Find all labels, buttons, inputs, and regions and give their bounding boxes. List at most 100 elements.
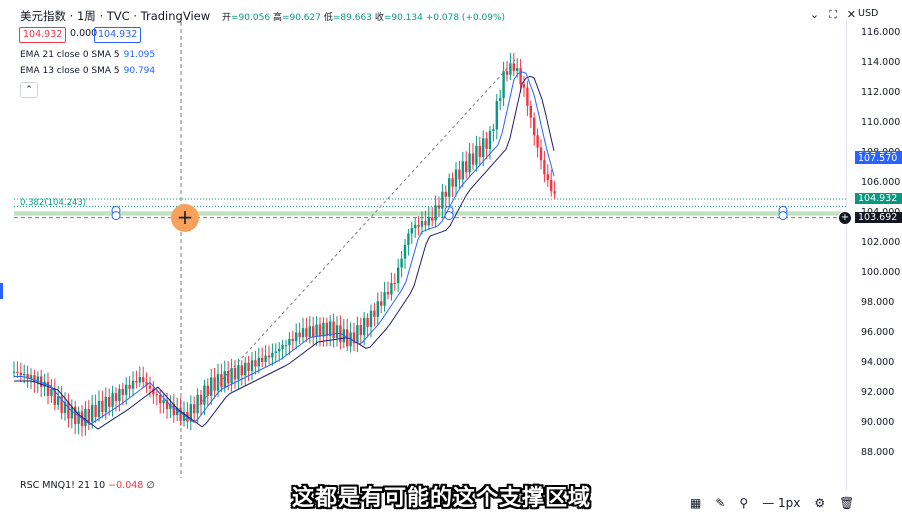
candle-body: [26, 373, 29, 379]
candle-body: [247, 362, 250, 371]
candle-body: [308, 326, 311, 337]
candle-body: [142, 376, 145, 383]
currency-selector[interactable]: USD: [858, 8, 879, 19]
candle-body: [101, 400, 104, 412]
candle-body: [380, 301, 383, 306]
ema21-line: [14, 75, 555, 430]
price-tick-label: 106.000: [861, 177, 901, 188]
fib-handle: [778, 211, 788, 221]
candle-body: [63, 401, 67, 413]
settings-icon[interactable]: ⚙: [814, 496, 826, 510]
candle-body: [468, 153, 471, 173]
video-subtitle: 这都是有可能的这个支撑区域: [292, 486, 592, 511]
candle-body: [94, 404, 97, 417]
add-alert-icon[interactable]: +: [838, 211, 852, 225]
ema13-legend[interactable]: EMA 13 close 0 SMA 5 90.794: [20, 66, 156, 76]
buy-price-button[interactable]: 104.932: [94, 27, 142, 43]
candle-body: [441, 191, 444, 209]
candle-body: [444, 191, 447, 197]
active-tool-marker[interactable]: [0, 283, 3, 299]
candle-body: [278, 348, 281, 352]
price-tick-label: 90.000: [861, 417, 895, 428]
layout-icon[interactable]: ▦: [690, 496, 702, 510]
candle-body: [179, 407, 182, 421]
candle-body: [550, 180, 553, 192]
candle-body: [312, 326, 315, 337]
candle-body: [182, 411, 186, 421]
candle-body: [471, 153, 475, 165]
candle-body: [131, 380, 135, 389]
candle-body: [488, 131, 492, 149]
candle-body: [118, 388, 121, 401]
trash-icon[interactable]: 🗑: [839, 496, 855, 510]
candle-body: [546, 174, 549, 181]
candle-body: [267, 355, 271, 358]
crosshair-add-icon[interactable]: +: [171, 204, 199, 232]
candle-body: [233, 368, 237, 380]
candle-body: [138, 376, 141, 383]
candle-body: [427, 217, 430, 226]
candle-body: [363, 318, 366, 336]
candle-body: [148, 385, 152, 389]
candle-body: [505, 71, 509, 75]
price-tick-label: 94.000: [861, 357, 895, 368]
candle-body: [274, 351, 277, 353]
candle-body: [203, 385, 206, 405]
candle-body: [162, 400, 165, 404]
candle-body: [553, 191, 556, 194]
candle-body: [50, 388, 53, 396]
rsc-indicator-legend[interactable]: RSC MNQ1! 21 10 −0.048 ∅: [20, 480, 155, 491]
candle-body: [434, 205, 437, 221]
paint-icon[interactable]: ⚲: [739, 496, 749, 510]
candle-body: [465, 161, 468, 173]
close-icon[interactable]: ✕: [846, 8, 856, 21]
candle-body: [40, 376, 43, 387]
candle-body: [383, 292, 386, 306]
ema21-legend[interactable]: EMA 21 close 0 SMA 5 91.095: [20, 50, 156, 60]
fullscreen-icon[interactable]: ⛶: [829, 8, 837, 21]
chevron-down-icon[interactable]: ⌄: [809, 8, 820, 21]
candle-body: [376, 301, 379, 317]
line-width-selector[interactable]: — 1px: [762, 496, 801, 510]
candle-body: [264, 355, 267, 363]
candle-body: [33, 375, 36, 383]
candle-body: [111, 393, 114, 407]
candle-body: [128, 384, 131, 389]
support-zone: [14, 211, 846, 216]
candle-body: [145, 382, 148, 386]
price-tag: 107.570: [855, 153, 902, 165]
candle-body: [400, 258, 403, 268]
candle-body: [172, 403, 175, 416]
candle-body: [196, 394, 199, 414]
ohlc-readout: 开=90.056 高=90.627 低=89.663 收=90.134 +0.0…: [222, 13, 506, 23]
collapse-legend-button[interactable]: ⌃: [20, 82, 38, 98]
candle-body: [288, 338, 291, 346]
candle-body: [335, 325, 339, 338]
candle-body: [516, 68, 519, 71]
candle-body: [451, 178, 454, 187]
candle-body: [53, 388, 56, 405]
candle-body: [227, 370, 230, 384]
candle-body: [67, 401, 70, 419]
candle-body: [220, 374, 223, 388]
candle-body: [271, 352, 274, 358]
candle-body: [281, 345, 284, 349]
candle-body: [254, 360, 257, 367]
candle-body: [84, 409, 87, 427]
price-tick-label: 112.000: [861, 87, 901, 98]
candle-body: [155, 394, 158, 396]
candle-body: [216, 374, 220, 391]
candle-body: [536, 135, 539, 148]
candle-body: [199, 394, 203, 405]
candle-body: [461, 161, 464, 180]
sell-price-button[interactable]: 104.932: [19, 27, 67, 43]
candle-body: [454, 169, 458, 187]
pencil-icon[interactable]: ✎: [715, 496, 726, 510]
price-tick-label: 110.000: [861, 117, 901, 128]
candle-body: [431, 217, 434, 221]
spread-value: 0.000: [70, 28, 98, 39]
candle-body: [369, 310, 373, 327]
price-axis[interactable]: 116.000114.000112.000110.000108.000106.0…: [846, 20, 902, 490]
fib-level-label: 0.382(104.243): [20, 198, 87, 208]
